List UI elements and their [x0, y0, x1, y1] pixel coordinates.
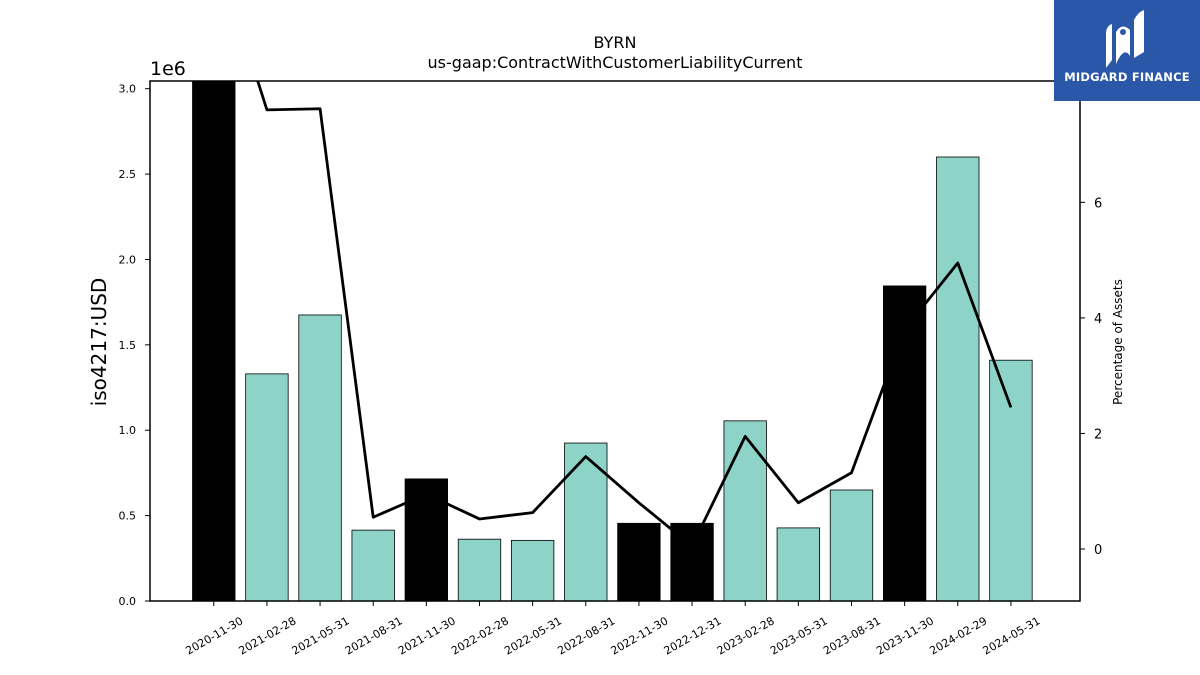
- bar: [829, 489, 874, 602]
- line-series: [256, 81, 1013, 548]
- y2-axis-label: Percentage of Assets: [1111, 279, 1125, 405]
- y2-tick-label: 2: [1094, 427, 1102, 442]
- bar: [564, 442, 608, 602]
- y-tick-label: 0.0: [119, 595, 137, 608]
- y2-tick-label: 4: [1094, 312, 1102, 327]
- y-axis-label: iso4217:USD: [87, 278, 111, 407]
- y2-tick-label: 6: [1094, 196, 1102, 211]
- x-tick-label: 2022-11-30: [609, 614, 671, 657]
- x-tick-label: 2022-05-31: [502, 614, 564, 657]
- y-offset-label: 1e6: [150, 58, 186, 80]
- bar: [351, 529, 395, 602]
- midgard-finance-logo: MIDGARD FINANCE: [1054, 0, 1200, 101]
- bar: [192, 80, 236, 602]
- chart-subtitle: us-gaap:ContractWithCustomerLiabilityCur…: [428, 53, 803, 72]
- plot-frame: [149, 80, 1081, 602]
- bar: [457, 538, 502, 602]
- x-tick-label: 2022-02-28: [449, 614, 511, 657]
- bar: [617, 522, 661, 602]
- bar: [298, 314, 342, 602]
- logo-text: MIDGARD FINANCE: [1064, 70, 1190, 84]
- y2-tick-label: 0: [1094, 543, 1102, 558]
- x-tick-label: 2020-11-30: [183, 614, 245, 657]
- logo-mark-icon: [1106, 10, 1144, 68]
- x-tick-label: 2024-02-29: [927, 614, 989, 657]
- bar: [989, 359, 1033, 602]
- x-tick-label: 2021-02-28: [237, 614, 299, 657]
- x-tick-label: 2021-08-31: [343, 614, 405, 657]
- bar: [723, 420, 767, 602]
- x-tick-label: 2023-02-28: [715, 614, 777, 657]
- y-tick-label: 0.5: [119, 510, 137, 523]
- bar: [510, 539, 555, 602]
- bar: [404, 478, 449, 602]
- bar: [936, 156, 980, 602]
- x-tick-label: 2021-11-30: [396, 614, 458, 657]
- chart-title: BYRN: [594, 33, 637, 52]
- x-tick-label: 2021-05-31: [290, 614, 352, 657]
- y-tick-label: 3.0: [119, 83, 137, 96]
- line-path: [256, 81, 1013, 548]
- bar: [776, 527, 820, 602]
- bar: [882, 285, 927, 602]
- y-tick-label: 2.5: [119, 168, 137, 181]
- y-tick-label: 1.0: [119, 424, 137, 437]
- y-tick-label: 1.5: [119, 339, 137, 352]
- y-tick-label: 2.0: [119, 253, 137, 266]
- bar: [245, 373, 289, 602]
- x-tick-label: 2024-05-31: [981, 614, 1043, 657]
- x-tick-label: 2022-12-31: [662, 614, 724, 657]
- x-tick-label: 2023-11-30: [874, 614, 936, 657]
- x-tick-label: 2022-08-31: [555, 614, 617, 657]
- bar-series: [192, 80, 1033, 602]
- x-tick-label: 2023-08-31: [821, 614, 883, 657]
- x-tick-label: 2023-05-31: [768, 614, 830, 657]
